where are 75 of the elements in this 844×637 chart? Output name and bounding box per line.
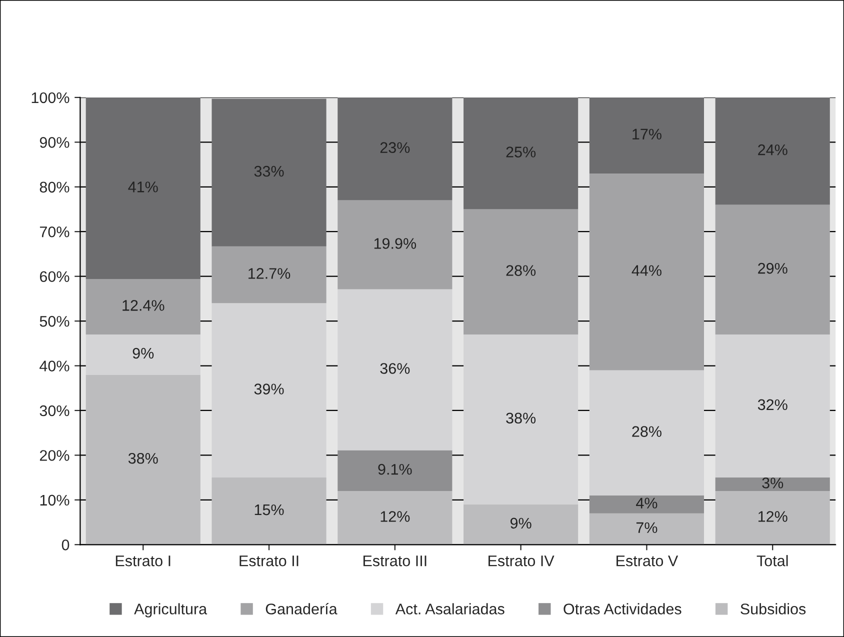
bar [338, 490, 452, 545]
bar [338, 200, 452, 290]
bar [338, 97, 452, 200]
data-label: 32% [758, 399, 788, 410]
data-label: 25% [506, 146, 536, 158]
y-tick-label: 0 [62, 540, 70, 550]
data-label: 24% [758, 144, 788, 156]
y-tick-label: 10% [40, 494, 70, 506]
bar [212, 478, 326, 545]
y-tick-label: 50% [40, 316, 70, 327]
bar [715, 204, 830, 334]
x-tick-label: Estrato IV [488, 556, 554, 566]
data-label: 7% [636, 522, 658, 534]
data-label: 19.9% [374, 238, 416, 249]
bar [589, 513, 704, 545]
legend-label: Act. Asalariadas [395, 603, 504, 614]
y-tick-label: 60% [40, 271, 70, 282]
x-tick-label: Estrato II [240, 556, 298, 566]
data-label: 44% [632, 265, 662, 276]
bar [338, 289, 452, 450]
data-label: 39% [254, 384, 284, 394]
bar [589, 97, 704, 174]
data-label: 28% [632, 426, 662, 437]
data-label: 12% [380, 511, 410, 522]
x-tick-label: Estrato V [616, 556, 678, 566]
bar [212, 98, 326, 246]
bar [589, 173, 704, 370]
y-tick-label: 90% [40, 137, 70, 148]
data-label: 28% [506, 265, 536, 276]
data-label: 41% [128, 182, 158, 192]
legend-label: Agricultura [134, 603, 208, 618]
y-tick-label: 80% [40, 182, 70, 193]
data-label: 3% [762, 478, 784, 488]
legend-label: Subsidios [740, 603, 806, 614]
bar [464, 97, 578, 210]
bar [715, 334, 830, 478]
bar [212, 303, 326, 478]
data-label: 33% [254, 166, 284, 177]
data-label: 38% [506, 412, 536, 424]
data-label: 38% [128, 452, 158, 464]
bar [86, 374, 200, 545]
x-tick-label: Total [756, 555, 788, 566]
y-tick-label: 30% [40, 405, 70, 416]
legend-label: Otras Actividades [564, 603, 682, 614]
data-label: 36% [380, 363, 410, 374]
bar [464, 504, 578, 545]
bar [464, 334, 578, 504]
x-tick-label: Estrato III [363, 556, 426, 566]
bar [589, 495, 704, 514]
y-tick-label: 20% [40, 450, 70, 461]
y-tick-label: 40% [40, 360, 70, 372]
data-label: 29% [758, 262, 788, 274]
data-label: 9% [510, 518, 532, 529]
bar [715, 478, 830, 491]
data-label: 15% [254, 504, 284, 516]
bar [715, 490, 830, 545]
data-label: 23% [380, 142, 410, 153]
data-label: 17% [632, 128, 662, 140]
bar [338, 450, 452, 491]
bar [589, 370, 704, 496]
data-label: 12.4% [122, 300, 164, 311]
y-tick-label: 70% [40, 226, 70, 238]
data-label: 4% [636, 498, 658, 508]
y-tick-label: 100% [32, 92, 70, 104]
data-label: 12% [758, 511, 788, 522]
bar [212, 246, 326, 304]
x-tick-label: Estrato I [116, 556, 170, 566]
legend-label: Ganadería [266, 603, 338, 614]
data-label: 9% [132, 348, 154, 359]
data-label: 12.7% [248, 268, 290, 279]
bar [86, 279, 200, 334]
bar [464, 209, 578, 334]
data-label: 9.1% [378, 464, 412, 475]
bar [715, 97, 830, 205]
bar [86, 334, 200, 375]
